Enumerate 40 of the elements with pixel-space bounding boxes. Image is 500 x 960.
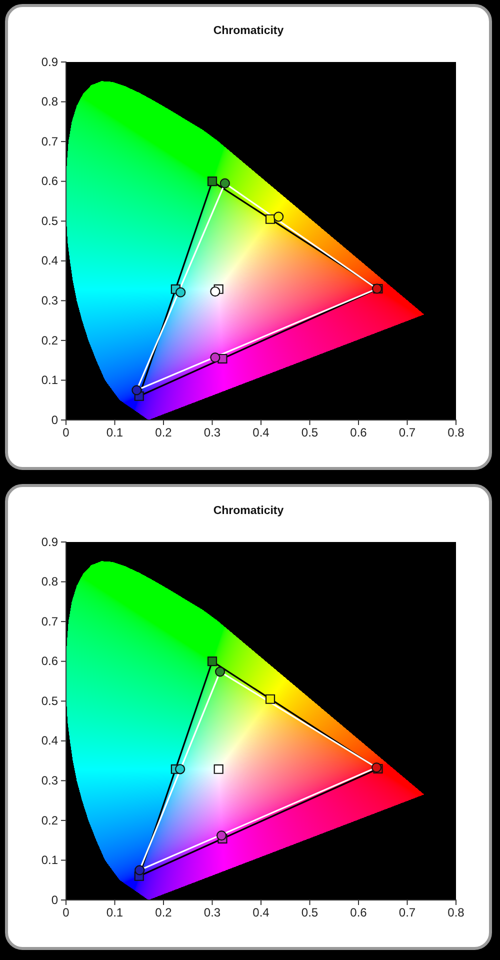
x-tick-label: 0 [62, 906, 70, 920]
x-tick-label: 0.5 [301, 906, 318, 920]
y-tick-label: 0.5 [41, 214, 58, 228]
y-tick-label: 0.7 [41, 614, 58, 628]
y-tick-label: 0.6 [41, 654, 58, 668]
x-tick-label: 0.4 [252, 426, 270, 440]
x-tick-label: 0.8 [448, 426, 465, 440]
x-tick-label: 0.6 [350, 906, 368, 920]
x-tick-label: 0.7 [398, 426, 416, 440]
y-tick-label: 0.3 [41, 774, 58, 788]
y-tick-label: 0.6 [41, 174, 58, 188]
x-tick-label: 0.5 [301, 426, 318, 440]
y-tick-label: 0.1 [41, 853, 58, 868]
x-tick-label: 0.4 [252, 906, 270, 920]
x-tick-label: 0.1 [106, 906, 124, 920]
x-tick-label: 0.1 [106, 426, 124, 440]
x-tick-label: 0.8 [448, 906, 465, 920]
y-tick-label: 0.4 [41, 734, 58, 748]
x-tick-label: 0.3 [204, 906, 221, 920]
y-tick-label: 0.8 [41, 94, 58, 109]
x-tick-label: 0.2 [155, 906, 172, 920]
y-tick-label: 0.1 [41, 373, 58, 388]
y-tick-label: 0.5 [41, 694, 58, 708]
y-tick-label: 0.9 [41, 54, 58, 69]
y-tick-label: 0.3 [41, 294, 58, 308]
x-tick-label: 0.6 [350, 426, 368, 440]
y-tick-label: 0.9 [41, 534, 58, 549]
chart-title: Chromaticity [213, 505, 284, 517]
y-tick-label: 0.7 [41, 134, 58, 148]
chart-title: Chromaticity [213, 25, 284, 37]
y-tick-label: 0.8 [41, 574, 58, 589]
y-tick-label: 0.4 [41, 254, 58, 268]
x-tick-label: 0 [62, 426, 70, 440]
y-tick-label: 0.2 [41, 333, 58, 348]
x-tick-label: 0.2 [155, 426, 172, 440]
y-tick-label: 0 [51, 412, 58, 427]
y-tick-label: 0.2 [41, 813, 58, 828]
x-tick-label: 0.3 [204, 426, 221, 440]
y-tick-label: 0 [51, 892, 58, 907]
x-tick-label: 0.7 [398, 906, 416, 920]
